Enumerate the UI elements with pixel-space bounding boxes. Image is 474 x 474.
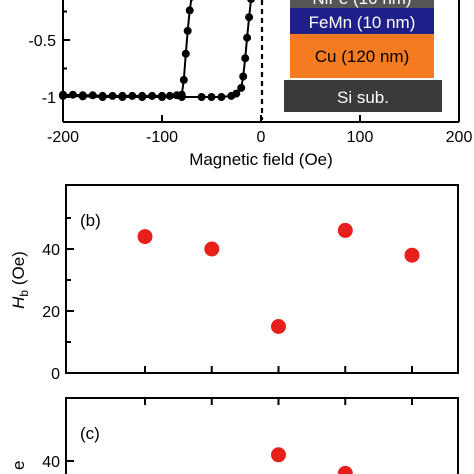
panel-a-x-tick-label: -200 bbox=[47, 129, 79, 146]
panel-c-y-tick-label: 40 bbox=[42, 454, 60, 471]
layer-cu-label: Cu (120 nm) bbox=[315, 47, 409, 66]
panel-b-data-point bbox=[404, 247, 420, 263]
layer-femn bbox=[290, 8, 434, 34]
panel-a-descending-point bbox=[181, 49, 190, 58]
panel-b-y-tick-label: 40 bbox=[42, 242, 60, 259]
panel-a-ascending-point bbox=[78, 92, 87, 101]
panel-a-series-ascending-line bbox=[62, 0, 252, 98]
layer-nife bbox=[290, 0, 434, 8]
panel-a-ascending-point bbox=[245, 13, 254, 22]
panel-a-descending-point bbox=[88, 91, 97, 100]
panel-a-descending-point bbox=[108, 91, 117, 100]
panel-a-ascending-point bbox=[217, 93, 226, 101]
panel-c-y-axis-title-partial: e bbox=[9, 461, 28, 470]
panel-a-ascending-point bbox=[177, 93, 186, 101]
panel-b-y-tick-label: 20 bbox=[42, 304, 60, 321]
panel-b-data-point bbox=[271, 319, 286, 334]
panel-a-ascending-point bbox=[237, 83, 246, 92]
panel-b-tag: (b) bbox=[80, 211, 101, 230]
panel-b-data-point bbox=[137, 229, 153, 245]
panel-a-x-tick-label: -100 bbox=[146, 129, 178, 146]
panel-a-ascending-point bbox=[118, 93, 127, 101]
layer-cu bbox=[290, 34, 434, 78]
panel-a-ascending-point bbox=[232, 89, 241, 98]
panel-a-hysteresis-plot: NiFe (10 nm) FeMn (10 nm) Cu (120 nm) Si… bbox=[28, 0, 472, 169]
panel-a-descending-point bbox=[165, 91, 174, 100]
panel-a-descending-point bbox=[179, 75, 188, 84]
panel-b-data-point bbox=[204, 241, 220, 257]
layer-stack-diagram: NiFe (10 nm) FeMn (10 nm) Cu (120 nm) Si… bbox=[284, 0, 442, 112]
layer-si-substrate bbox=[284, 80, 442, 112]
panel-a-x-tick-label: 100 bbox=[347, 129, 374, 146]
panel-a-ascending-point bbox=[247, 0, 255, 3]
panel-a-descending-point bbox=[128, 91, 137, 100]
layer-nife-label: NiFe (10 nm) bbox=[312, 0, 411, 8]
panel-a-ascending-point bbox=[138, 93, 147, 101]
panel-b-y-axis-title: Hb (Oe) bbox=[9, 251, 31, 309]
panel-b-scatter-plot: 0 20 40 (b) Hb (Oe) bbox=[9, 184, 459, 383]
panel-b-y-tick-label: 0 bbox=[51, 366, 60, 383]
panel-a-x-tick-label: 0 bbox=[257, 129, 266, 146]
panel-b-data-point bbox=[337, 222, 353, 238]
panel-a-y-tick-label: -1 bbox=[42, 90, 56, 107]
layer-femn-label: FeMn (10 nm) bbox=[309, 13, 416, 32]
panel-a-ascending-point bbox=[158, 93, 166, 101]
panel-a-descending-point bbox=[189, 0, 194, 1]
panel-c-data-point bbox=[337, 465, 353, 474]
panel-a-descending-point bbox=[148, 91, 157, 100]
panel-c-frame bbox=[65, 397, 459, 474]
layer-si-label: Si sub. bbox=[337, 88, 389, 107]
panel-a-ascending-point bbox=[98, 93, 107, 101]
panel-a-ascending-point bbox=[207, 93, 216, 101]
panel-a-ascending-point bbox=[239, 72, 248, 81]
panel-a-ascending-point bbox=[241, 54, 250, 63]
panel-b-frame bbox=[65, 184, 459, 374]
panel-c-scatter-plot: 40 (c) e bbox=[9, 397, 459, 474]
panel-a-ascending-point bbox=[243, 33, 252, 42]
panel-c-tag: (c) bbox=[80, 424, 100, 443]
panel-a-ascending-point bbox=[197, 93, 206, 101]
panel-a-descending-point bbox=[68, 90, 77, 99]
panel-c-data-point bbox=[271, 447, 286, 463]
panel-a-descending-point bbox=[185, 6, 194, 15]
panel-a-x-tick-label: 200 bbox=[446, 129, 473, 146]
panel-a-descending-point bbox=[183, 26, 192, 35]
panel-a-x-axis-title: Magnetic field (Oe) bbox=[189, 150, 333, 169]
panel-a-y-tick-label: -0.5 bbox=[28, 33, 56, 50]
